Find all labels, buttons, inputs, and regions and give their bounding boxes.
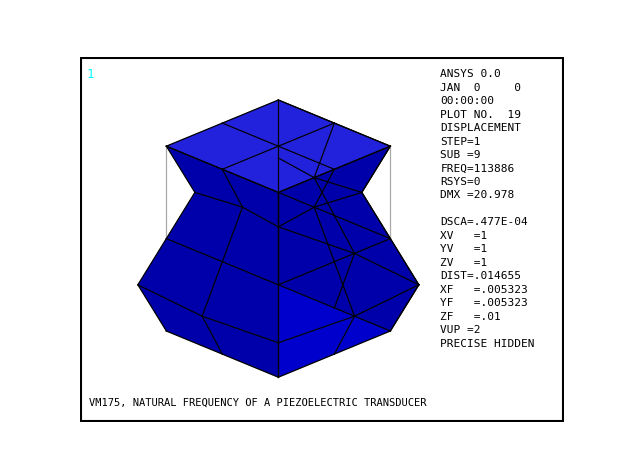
Polygon shape <box>278 227 355 308</box>
Text: RSYS=0: RSYS=0 <box>440 177 481 187</box>
Polygon shape <box>278 169 334 227</box>
Text: ZF   =.01: ZF =.01 <box>440 312 501 322</box>
Polygon shape <box>222 207 278 285</box>
Text: ANSYS 0.0: ANSYS 0.0 <box>440 69 501 79</box>
Text: FREQ=113886: FREQ=113886 <box>440 164 515 173</box>
Polygon shape <box>138 238 222 316</box>
Polygon shape <box>166 178 242 238</box>
Polygon shape <box>202 316 278 377</box>
Text: VM175, NATURAL FREQUENCY OF A PIEZOELECTRIC TRANSDUCER: VM175, NATURAL FREQUENCY OF A PIEZOELECT… <box>89 398 427 408</box>
Text: PLOT NO.  19: PLOT NO. 19 <box>440 109 521 119</box>
Polygon shape <box>222 158 278 216</box>
Text: JAN  0     0: JAN 0 0 <box>440 82 521 93</box>
Text: DSCA=.477E-04: DSCA=.477E-04 <box>440 218 528 228</box>
Polygon shape <box>314 192 391 262</box>
Polygon shape <box>202 192 278 254</box>
Polygon shape <box>314 146 391 207</box>
Polygon shape <box>334 285 419 354</box>
Text: 00:00:00: 00:00:00 <box>440 96 494 106</box>
Polygon shape <box>278 192 355 254</box>
Polygon shape <box>278 207 334 285</box>
Polygon shape <box>278 316 355 377</box>
Polygon shape <box>166 146 242 207</box>
Text: XF   =.005323: XF =.005323 <box>440 285 528 295</box>
Polygon shape <box>138 216 222 285</box>
Polygon shape <box>138 285 222 354</box>
Text: DMX =20.978: DMX =20.978 <box>440 191 515 201</box>
Text: VUP =2: VUP =2 <box>440 325 481 335</box>
Polygon shape <box>202 227 278 308</box>
Polygon shape <box>222 100 334 146</box>
Text: STEP=1: STEP=1 <box>440 137 481 146</box>
Text: SUB =9: SUB =9 <box>440 150 481 160</box>
Text: DIST=.014655: DIST=.014655 <box>440 271 521 282</box>
Text: 1: 1 <box>86 68 94 81</box>
Polygon shape <box>334 254 419 331</box>
Polygon shape <box>334 238 419 316</box>
Polygon shape <box>278 123 391 169</box>
Text: DISPLACEMENT: DISPLACEMENT <box>440 123 521 133</box>
Polygon shape <box>202 262 278 343</box>
Polygon shape <box>222 146 334 192</box>
Polygon shape <box>166 123 278 169</box>
Text: YV   =1: YV =1 <box>440 245 488 255</box>
Polygon shape <box>314 178 391 238</box>
Polygon shape <box>278 158 334 216</box>
Polygon shape <box>334 216 419 285</box>
Text: PRECISE HIDDEN: PRECISE HIDDEN <box>440 339 535 349</box>
Polygon shape <box>138 254 222 331</box>
Text: YF   =.005323: YF =.005323 <box>440 298 528 308</box>
Polygon shape <box>278 262 355 343</box>
Polygon shape <box>278 100 334 178</box>
Polygon shape <box>166 192 242 262</box>
Text: ZV   =1: ZV =1 <box>440 258 488 268</box>
Polygon shape <box>222 169 278 227</box>
Polygon shape <box>166 123 242 192</box>
Polygon shape <box>314 123 391 192</box>
Polygon shape <box>222 100 278 178</box>
Text: XV   =1: XV =1 <box>440 231 488 241</box>
